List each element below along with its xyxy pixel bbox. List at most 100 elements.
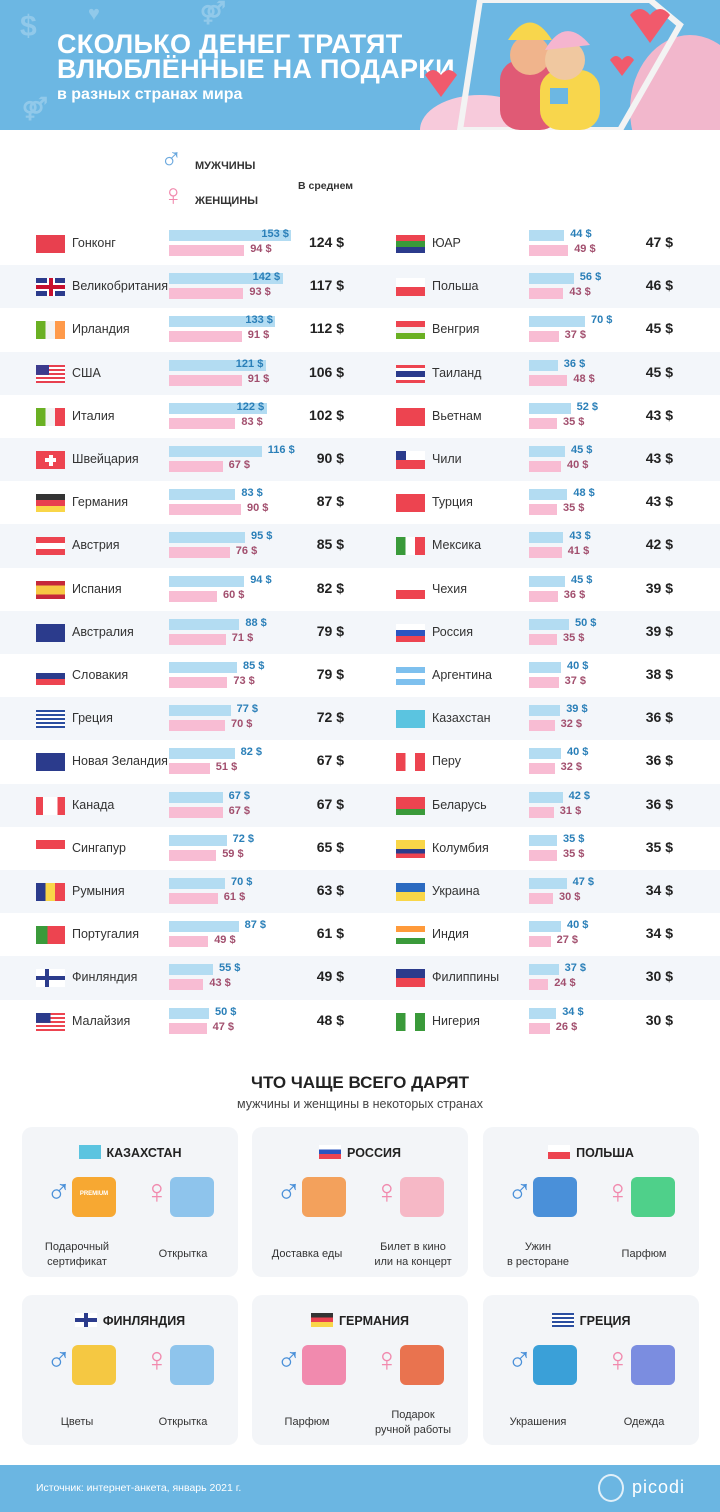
- country-name: Аргентина: [432, 668, 492, 682]
- flag-za-icon: [396, 235, 425, 253]
- country-cell: Украина 47 $ 30 $ 34 $: [360, 870, 720, 913]
- country-name: Филиппины: [432, 970, 500, 985]
- average-value: 82 $: [316, 579, 344, 596]
- country-cell: Россия 50 $ 35 $ 39 $: [360, 611, 720, 654]
- flag-au-icon: [36, 623, 65, 642]
- heart-icon: ♥: [88, 3, 100, 25]
- chart-row: Сингапур 72 $ 59 $ 65 $ Колумбия 35 $ 35 $ 35 $: [0, 827, 720, 870]
- female-gift-label: Подарок ручной работы: [375, 1409, 451, 1436]
- country-cell: Португалия 87 $ 49 $ 61 $: [0, 913, 360, 956]
- male-bar: [529, 446, 565, 457]
- country-cell: Швейцария 116 $ 67 $ 90 $: [0, 438, 360, 481]
- flag-pl-icon: [548, 1145, 571, 1159]
- flag-th-icon: [396, 364, 425, 383]
- gift-card-pl: ПОЛЬША ♂ ♀ Ужин в ресторане Парфюм: [483, 1127, 699, 1277]
- male-figure-icon: ♂: [276, 1341, 302, 1379]
- female-bar: [169, 504, 241, 516]
- title-line-2: ВЛЮБЛЁННЫЕ НА ПОДАРКИ: [57, 54, 455, 84]
- country-cell: Гонконг 153 $ 94 $ 124 $: [0, 222, 360, 265]
- average-value: 65 $: [316, 838, 344, 855]
- female-value-label: 91 $: [247, 372, 270, 385]
- female-value-label: 91 $: [247, 329, 270, 342]
- female-value-label: 59 $: [222, 847, 244, 860]
- flag-my-icon: [36, 1012, 65, 1031]
- female-bar: [529, 590, 558, 602]
- average-value: 47 $: [645, 234, 673, 250]
- female-value-label: 35 $: [563, 415, 585, 428]
- female-bar: [169, 461, 223, 472]
- female-bar: [529, 547, 562, 559]
- female-value-label: 61 $: [223, 891, 246, 903]
- female-value-label: 51 $: [215, 761, 238, 774]
- male-bar: [529, 921, 561, 933]
- delivery-scooter-icon: [302, 1177, 346, 1217]
- female-bar: [529, 633, 557, 645]
- perfume-atomizer-icon: [302, 1345, 346, 1385]
- country-cell: Малайзия 50 $ 47 $ 48 $: [0, 1000, 360, 1043]
- chart-row: Испания 94 $ 60 $ 82 $ Чехия 45 $ 36 $ 39 $: [0, 568, 720, 611]
- flag-kz-icon: [396, 710, 425, 729]
- male-gift-label: Доставка еды: [271, 1248, 343, 1260]
- female-bar: [529, 461, 561, 472]
- chart-row: Португалия 87 $ 49 $ 61 $ Индия 40 $ 27 $ 34 $: [0, 913, 720, 956]
- country-name: Австралия: [72, 624, 134, 639]
- female-bar: [169, 720, 225, 732]
- male-value-label: 87 $: [244, 919, 267, 932]
- male-bar: [529, 359, 558, 371]
- male-value-label: 50 $: [215, 1005, 237, 1018]
- male-bar: [169, 964, 213, 976]
- male-value-label: 70 $: [231, 876, 253, 888]
- country-cell: Колумбия 35 $ 35 $ 35 $: [360, 827, 720, 870]
- flag-by-icon: [396, 796, 425, 815]
- country-cell: Турция 48 $ 35 $ 43 $: [360, 481, 720, 524]
- average-value: 46 $: [645, 277, 673, 294]
- male-bar: [169, 402, 267, 414]
- flag-sg-icon: [36, 839, 65, 858]
- female-value-label: 27 $: [556, 934, 579, 947]
- flag-pe-icon: [396, 753, 425, 772]
- male-figure-icon: ♂: [507, 1341, 533, 1379]
- female-bar: [169, 374, 242, 386]
- male-gift-label: Украшения: [509, 1416, 567, 1428]
- flag-ar-icon: [396, 667, 425, 685]
- female-bar: [529, 677, 559, 688]
- country-cell: Австралия 88 $ 71 $ 79 $: [0, 611, 360, 654]
- male-gift-label: Ужин в ресторане: [506, 1241, 570, 1268]
- country-cell: Филиппины 37 $ 24 $ 30 $: [360, 956, 720, 999]
- country-cell: Вьетнам 52 $ 35 $ 43 $: [360, 395, 720, 438]
- average-value: 45 $: [645, 363, 673, 380]
- average-value: 102 $: [308, 406, 344, 423]
- flag-at-icon: [36, 537, 65, 556]
- country-cell: Румыния 70 $ 61 $ 63 $: [0, 870, 360, 913]
- male-value-label: 55 $: [219, 962, 241, 975]
- ticket-icon: [400, 1177, 444, 1217]
- male-value-label: 52 $: [576, 400, 599, 413]
- female-value-label: 90 $: [247, 502, 269, 515]
- female-bar: [169, 331, 242, 343]
- country-name: Индия: [432, 927, 469, 942]
- card-title: КАЗАХСТАН: [22, 1145, 238, 1160]
- male-bar: [169, 446, 262, 457]
- average-value: 67 $: [316, 795, 344, 812]
- female-symbol-icon: ♀: [162, 179, 185, 212]
- country-cell: Германия 83 $ 90 $ 87 $: [0, 481, 360, 524]
- average-value: 67 $: [316, 752, 344, 769]
- female-figure-icon: ♀: [144, 1173, 170, 1211]
- country-cell: Греция 77 $ 70 $ 72 $: [0, 697, 360, 740]
- country-name: Венгрия: [432, 322, 480, 337]
- female-value-label: 35 $: [563, 631, 585, 644]
- country-cell: Испания 94 $ 60 $ 82 $: [0, 568, 360, 611]
- country-name: Великобритания: [72, 279, 168, 294]
- flag-fi-icon: [36, 969, 65, 988]
- country-name: ЮАР: [432, 236, 461, 250]
- country-name: Новая Зеландия: [72, 754, 168, 769]
- chart-row: Австрия 95 $ 76 $ 85 $ Мексика 43 $ 41 $ 42 $: [0, 524, 720, 568]
- female-bar: [169, 893, 218, 904]
- female-bar: [169, 1022, 207, 1034]
- country-name: Швейцария: [72, 452, 139, 466]
- male-figure-icon: ♂: [46, 1173, 72, 1211]
- male-value-label: 88 $: [245, 616, 267, 629]
- female-value-label: 60 $: [223, 588, 245, 601]
- average-value: 35 $: [645, 838, 673, 855]
- male-value-label: 77 $: [236, 703, 259, 716]
